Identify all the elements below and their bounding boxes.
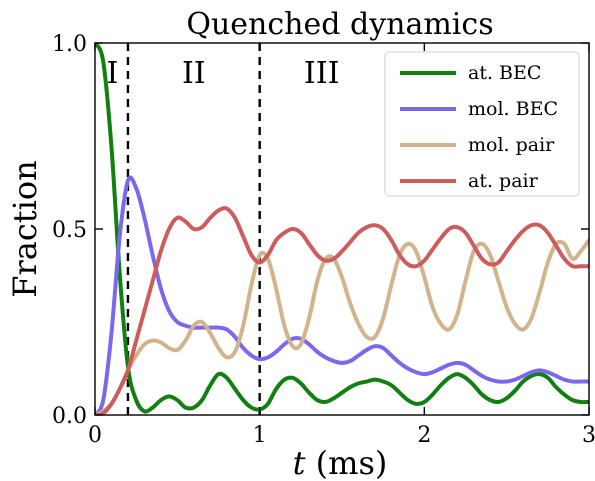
x-tick-label: 1 [253, 423, 267, 448]
region-label: II [182, 56, 206, 91]
axis-ticks: 0 1 2 3 0.0 0.5 1.0 [52, 32, 595, 448]
legend-label-at-bec: at. BEC [468, 62, 541, 84]
x-axis-label-var: t [293, 444, 306, 481]
legend: at. BEC mol. BEC mol. pair at. pair [384, 51, 580, 197]
x-tick-label: 2 [417, 423, 431, 448]
legend-label-at-pair: at. pair [468, 170, 539, 192]
x-tick-label: 0 [88, 423, 102, 448]
legend-box [384, 51, 580, 197]
legend-label-mol-bec: mol. BEC [468, 98, 558, 120]
chart-title: Quenched dynamics [186, 7, 493, 42]
series-line-at-bec [95, 43, 589, 414]
y-tick-label: 0.5 [52, 218, 87, 243]
series-lines [95, 43, 589, 415]
y-axis-label: Fraction [6, 160, 44, 297]
y-tick-label: 0.0 [52, 404, 87, 429]
x-axis-label: t (ms) [293, 444, 388, 481]
x-axis-label-unit: (ms) [305, 444, 387, 481]
region-labels: I II III [107, 56, 340, 91]
legend-label-mol-pair: mol. pair [468, 134, 555, 156]
region-label: III [304, 56, 340, 91]
x-tick-label: 3 [582, 423, 595, 448]
series-line-at-pair [95, 206, 589, 415]
series-line-mol-pair [95, 238, 589, 415]
series-line-mol-bec [95, 175, 589, 415]
region-label: I [107, 56, 119, 91]
y-tick-label: 1.0 [52, 32, 87, 57]
